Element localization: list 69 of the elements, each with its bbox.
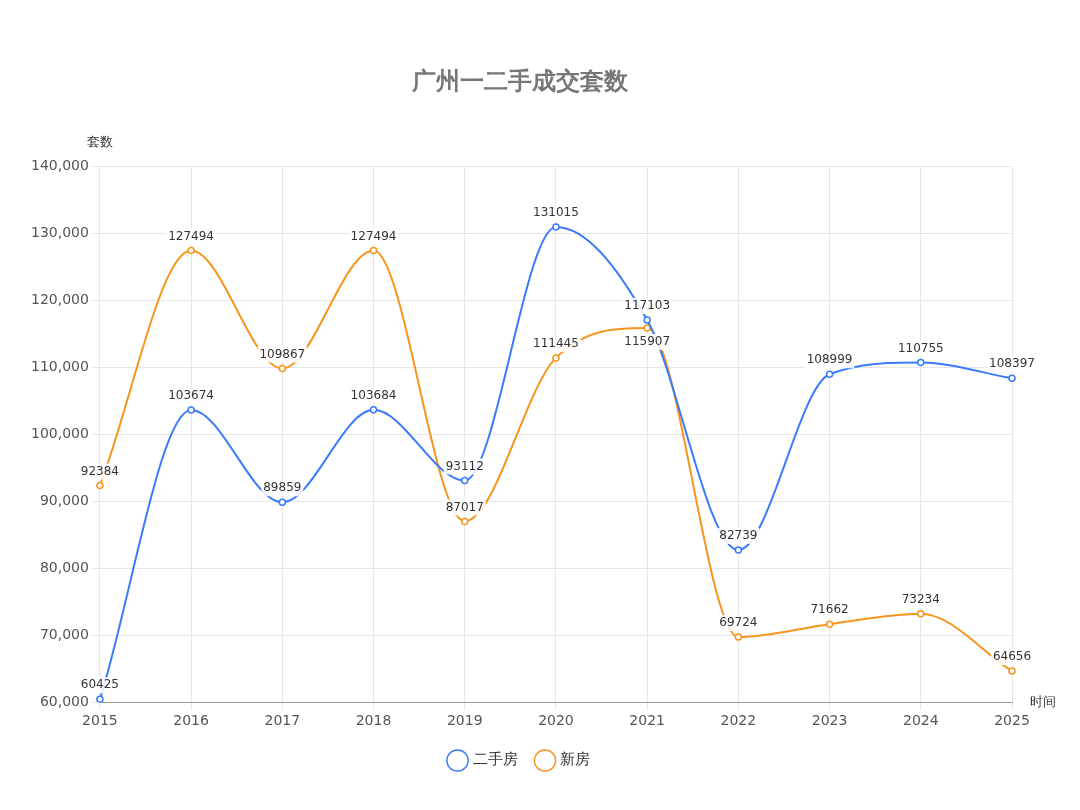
legend-label: 二手房: [472, 750, 518, 769]
data-label: 82739: [719, 528, 758, 543]
x-tick-label: 2018: [355, 712, 392, 729]
data-label: 89859: [263, 480, 302, 495]
data-label: 93112: [445, 458, 484, 473]
data-label: 103674: [168, 388, 215, 403]
data-label: 115907: [624, 334, 671, 349]
point: [917, 358, 925, 367]
point: [734, 546, 743, 554]
data-label: 71662: [810, 602, 849, 617]
data-label: 110755: [897, 340, 944, 355]
point: [917, 609, 925, 618]
point: [96, 481, 104, 490]
y-tick-label: 90,000: [39, 492, 89, 509]
point: [96, 695, 104, 703]
y-tick-label: 70,000: [39, 625, 89, 642]
data-label: 109867: [259, 346, 306, 361]
data-label: 108397: [989, 356, 1035, 371]
x-tick-label: 2023: [811, 712, 848, 729]
y-tick-label: 80,000: [39, 558, 89, 575]
x-tick-label: 2019: [446, 712, 483, 729]
point: [552, 354, 560, 362]
data-label: 87017: [445, 499, 484, 514]
data-label: 127494: [168, 228, 215, 243]
point: [825, 620, 834, 628]
y-tick-label: 120,000: [30, 291, 89, 308]
y-tick-label: 60,000: [39, 692, 89, 709]
data-label: 73234: [901, 591, 940, 606]
point: [187, 246, 195, 255]
point: [1008, 374, 1016, 383]
point: [552, 223, 560, 231]
data-label: 60425: [80, 677, 119, 692]
data-label: 117103: [624, 298, 671, 313]
data-label: 64656: [992, 649, 1032, 664]
y-tick-label: 130,000: [30, 224, 89, 241]
point: [643, 324, 651, 332]
point: [734, 633, 743, 641]
point: [369, 406, 378, 414]
data-label: 69724: [719, 615, 758, 630]
point: [369, 246, 378, 255]
y-tick-label: 100,000: [30, 425, 89, 442]
x-tick-label: 2024: [902, 712, 939, 729]
x-tick-label: 2017: [264, 712, 301, 729]
y-tick-label: 140,000: [30, 157, 89, 174]
data-label: 127494: [350, 228, 397, 243]
x-tick-label: 2021: [629, 712, 665, 729]
x-tick-label: 2015: [82, 712, 118, 729]
data-label: 108999: [806, 352, 853, 367]
x-tick-label: 2020: [538, 712, 574, 729]
point: [278, 498, 287, 507]
point: [278, 364, 287, 373]
y-tick-label: 110,000: [30, 358, 89, 375]
legend-label: 新房: [560, 750, 590, 769]
data-label: 92384: [80, 463, 119, 478]
data-label: 103684: [350, 387, 397, 402]
x-tick-label: 2016: [173, 712, 210, 729]
x-axis-title: 时间: [1030, 693, 1056, 709]
x-tick-label: 2022: [720, 712, 757, 729]
point: [1008, 667, 1016, 675]
point: [825, 370, 834, 379]
y-axis-title: 套数: [86, 133, 113, 149]
point: [460, 476, 469, 485]
x-tick-label: 2025: [994, 712, 1030, 729]
data-label: 111445: [533, 336, 579, 351]
data-label: 131015: [533, 205, 579, 220]
point: [460, 517, 469, 526]
point: [643, 316, 651, 324]
point: [187, 406, 195, 414]
chart-title: 广州一二手成交套数: [411, 66, 629, 95]
